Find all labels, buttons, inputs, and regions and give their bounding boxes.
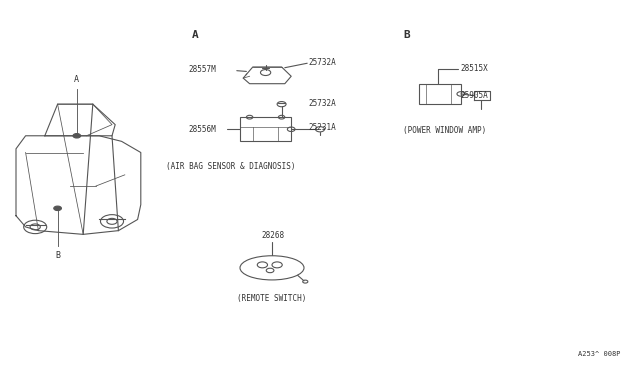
Text: 25732A: 25732A — [308, 58, 336, 67]
Text: A: A — [192, 30, 199, 40]
Circle shape — [54, 206, 61, 211]
Text: 28557M: 28557M — [189, 65, 216, 74]
Text: (POWER WINDOW AMP): (POWER WINDOW AMP) — [403, 126, 486, 135]
Text: 25231A: 25231A — [308, 123, 336, 132]
FancyBboxPatch shape — [419, 84, 461, 104]
Text: 28515X: 28515X — [461, 64, 488, 73]
Text: 28556M: 28556M — [189, 125, 216, 134]
Text: 28268: 28268 — [262, 231, 285, 240]
Text: A: A — [74, 75, 79, 84]
Circle shape — [73, 134, 81, 138]
Text: (AIR BAG SENSOR & DIAGNOSIS): (AIR BAG SENSOR & DIAGNOSIS) — [166, 162, 295, 171]
Text: 25905A: 25905A — [461, 91, 488, 100]
FancyBboxPatch shape — [240, 117, 291, 141]
Text: B: B — [403, 30, 410, 40]
Text: B: B — [55, 251, 60, 260]
Text: 25732A: 25732A — [308, 99, 336, 108]
Text: A253^ 008P: A253^ 008P — [579, 351, 621, 357]
Text: (REMOTE SWITCH): (REMOTE SWITCH) — [237, 294, 307, 303]
